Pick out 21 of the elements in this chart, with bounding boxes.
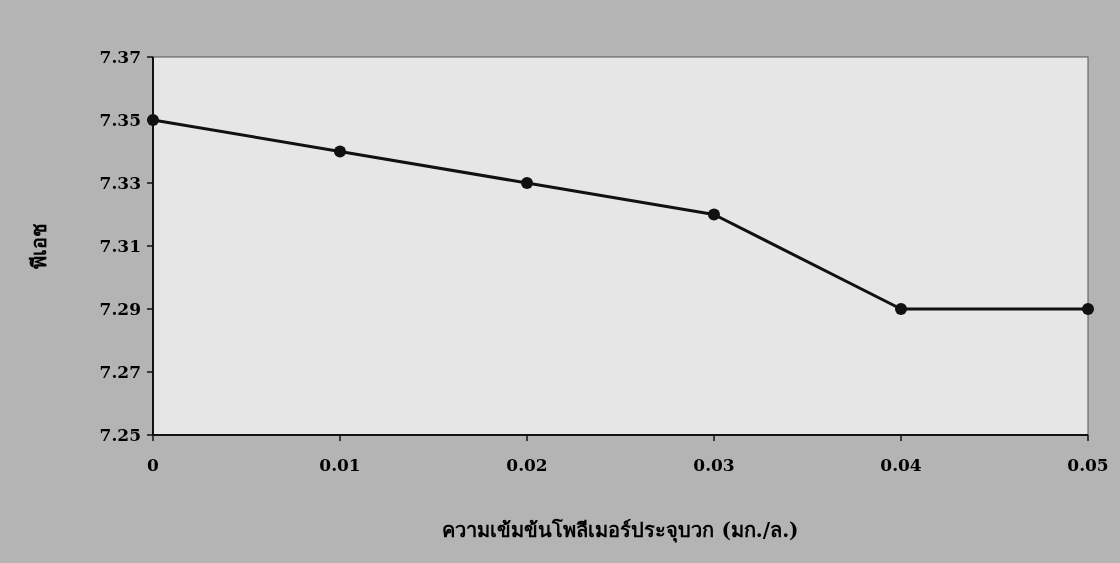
x-tick-label: 0: [147, 455, 160, 475]
x-tick-label: 0.04: [880, 455, 922, 475]
point: [708, 208, 720, 221]
y-tick-label: 7.27: [99, 362, 141, 382]
x-tick-label: 0.05: [1067, 455, 1109, 475]
x-tick-label: 0.03: [693, 455, 735, 475]
y-tick-label: 7.37: [99, 47, 141, 67]
y-axis-title: พีเอช: [27, 223, 51, 269]
y-tick-label: 7.25: [99, 425, 141, 445]
point: [334, 145, 346, 158]
point: [895, 303, 907, 315]
x-tick-label: 0.02: [506, 455, 548, 475]
y-tick-label: 7.29: [99, 299, 141, 319]
x-tick-label: 0.01: [319, 455, 361, 475]
point: [147, 114, 159, 126]
y-tick-label: 7.33: [99, 173, 141, 193]
point: [1082, 303, 1094, 315]
point: [521, 177, 533, 189]
x-axis-title: ความเข้มข้นโพลีเมอร์ประจุบวก (มก./ล.): [442, 518, 799, 543]
y-tick-label: 7.31: [99, 236, 141, 256]
y-tick-label: 7.35: [99, 110, 141, 130]
